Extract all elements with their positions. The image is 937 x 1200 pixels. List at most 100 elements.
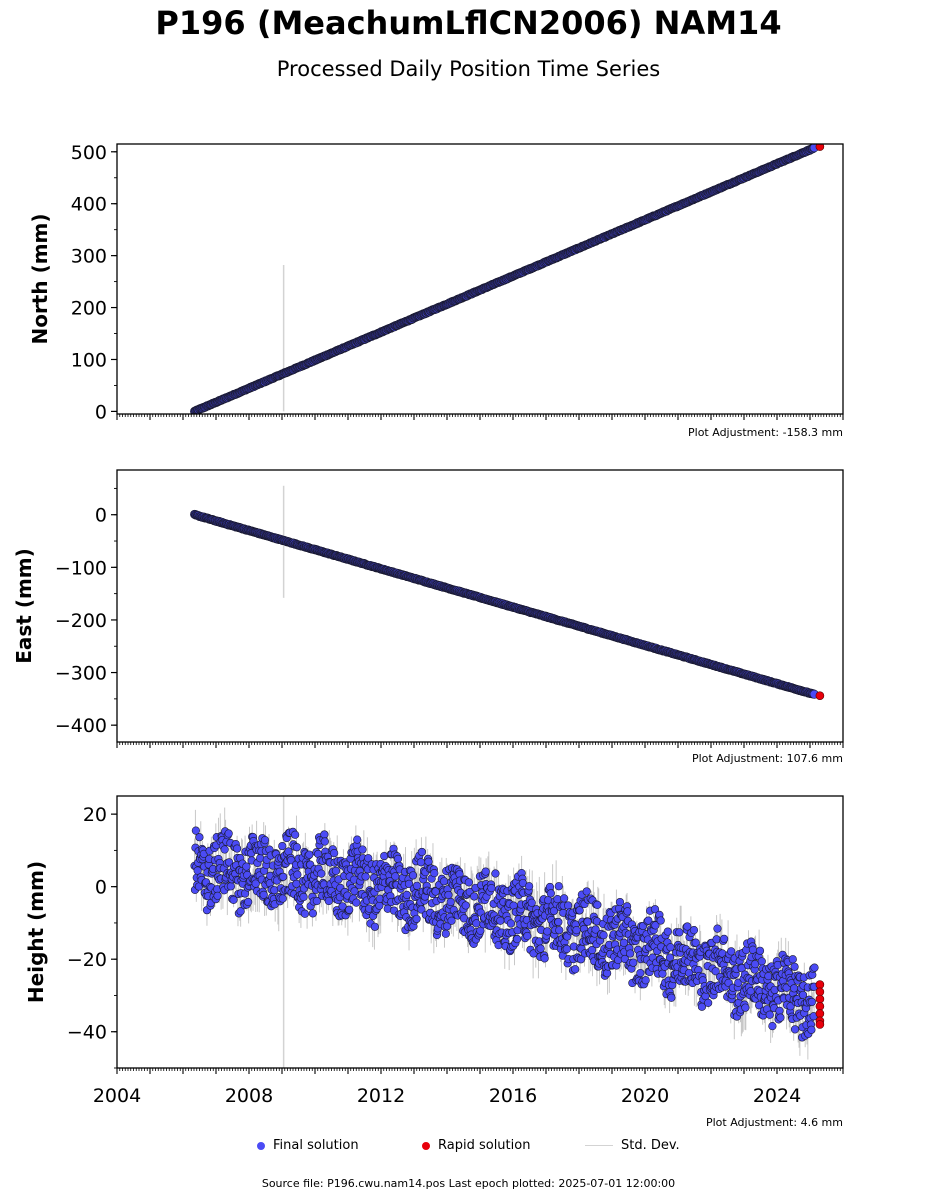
final-solution-point — [345, 905, 354, 914]
final-solution-point — [320, 830, 329, 839]
final-solution-point — [506, 919, 516, 928]
final-solution-point — [523, 931, 532, 941]
rapid-solution-point — [815, 1009, 825, 1018]
final-solution-point — [447, 916, 456, 925]
final-solution-point — [470, 892, 479, 901]
final-solution-point — [543, 927, 552, 936]
final-solution-point — [615, 897, 625, 907]
final-solution-point — [755, 946, 765, 955]
final-solution-point — [292, 843, 302, 852]
final-solution-point — [412, 881, 422, 890]
final-solution-point — [599, 931, 608, 940]
final-solution-point — [656, 916, 665, 925]
final-solution-point — [562, 944, 571, 954]
final-solution-point — [712, 935, 721, 944]
rapid-solution-point — [815, 1020, 825, 1029]
final-solution-point — [464, 878, 473, 887]
final-solution-point — [361, 872, 370, 881]
final-solution-point — [496, 916, 505, 925]
y-tick-label: −400 — [55, 715, 107, 737]
final-solution-point — [788, 955, 797, 964]
final-solution-point — [536, 944, 545, 953]
final-solution-point — [623, 907, 632, 916]
final-solution-point — [305, 850, 314, 859]
final-solution-point — [555, 926, 564, 935]
final-solution-point — [229, 895, 238, 904]
final-solution-point — [571, 965, 580, 974]
legend-std-label: Std. Dev. — [621, 1138, 680, 1153]
final-solution-point — [350, 887, 359, 896]
final-solution-point — [663, 927, 672, 936]
final-solution-point — [644, 916, 653, 925]
final-solution-point — [651, 921, 660, 930]
final-solution-point — [704, 998, 713, 1008]
final-solution-point — [353, 835, 362, 844]
final-solution-point — [195, 833, 204, 842]
final-solution-point — [259, 890, 268, 899]
rapid-solution-point — [815, 144, 825, 151]
final-solution-point — [444, 890, 453, 900]
panel-1 — [111, 143, 844, 420]
rapid-solution-marker-icon — [422, 1141, 430, 1150]
final-solution-point — [658, 969, 667, 978]
final-solution-point — [330, 849, 339, 858]
rapid-solution-point — [815, 1002, 825, 1011]
legend-std: Std. Dev. — [585, 1138, 680, 1153]
final-solution-point — [720, 934, 729, 944]
final-solution-marker-icon — [257, 1141, 265, 1150]
axes-frame — [116, 469, 844, 743]
final-solution-point — [299, 892, 308, 902]
legend-final-label: Final solution — [273, 1138, 359, 1153]
final-solution-point — [603, 969, 612, 978]
y-tick-label: 500 — [71, 142, 107, 164]
final-solution-point — [636, 968, 645, 978]
final-solution-point — [193, 866, 202, 875]
y-tick-label: −300 — [55, 663, 107, 685]
final-solution-point — [441, 929, 450, 938]
final-solution-point — [583, 917, 592, 926]
final-solution-point — [472, 919, 481, 928]
y-tick-label: 300 — [71, 246, 107, 268]
panel-data — [190, 796, 825, 1068]
final-solution-point — [481, 867, 490, 876]
final-solution-point — [278, 841, 287, 851]
final-solution-point — [446, 897, 455, 907]
legend-rapid-label: Rapid solution — [438, 1138, 531, 1153]
final-solution-point — [213, 891, 222, 900]
legend: Final solution Rapid solution Std. Dev. — [0, 1138, 937, 1158]
final-solution-point — [352, 898, 361, 907]
panel-3 — [111, 795, 844, 1074]
final-solution-point — [807, 997, 816, 1007]
rapid-solution-point — [815, 987, 825, 997]
final-solution-point — [675, 928, 684, 937]
final-solution-point — [711, 967, 720, 976]
std-dev-line-icon — [585, 1145, 613, 1146]
final-solution-point — [391, 872, 400, 881]
final-solution-point — [358, 845, 367, 854]
final-solution-point — [244, 897, 253, 907]
plot-adjustment-note: Plot Adjustment: 107.6 mm — [692, 752, 843, 765]
final-solution-point — [408, 871, 418, 880]
final-solution-point — [755, 1001, 764, 1010]
final-solution-point — [554, 882, 563, 891]
rapid-solution-point — [815, 980, 825, 989]
final-solution-point — [293, 870, 302, 879]
final-solution-point — [279, 872, 288, 881]
final-solution-point — [790, 1025, 800, 1034]
final-solution-point — [491, 869, 500, 878]
y-axis-label: North (mm) — [28, 213, 52, 344]
y-tick-label: 400 — [71, 194, 107, 216]
final-solution-point — [650, 905, 660, 914]
final-solution-point — [393, 854, 403, 863]
final-solution-point — [260, 836, 270, 845]
final-solution-point — [689, 926, 699, 935]
final-solution-point — [375, 901, 384, 910]
final-solution-point — [242, 862, 251, 871]
final-solution-point — [591, 925, 600, 934]
final-solution-point — [412, 914, 421, 924]
final-solution-point — [324, 896, 333, 906]
final-solution-point — [765, 1010, 774, 1019]
y-tick-label: −20 — [67, 949, 107, 971]
final-solution-point — [575, 906, 584, 915]
final-solution-point — [572, 926, 581, 935]
